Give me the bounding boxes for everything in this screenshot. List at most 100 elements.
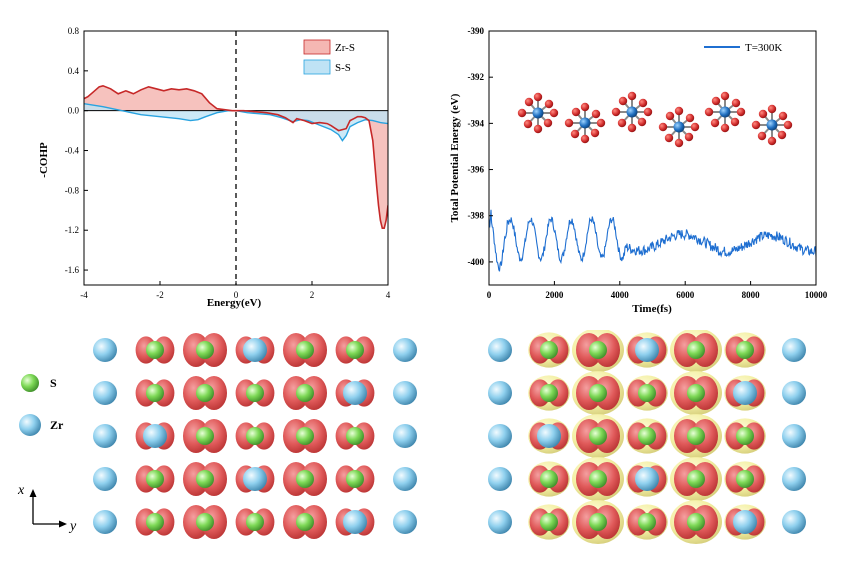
y-tick-label: -394 bbox=[468, 118, 485, 128]
zirconium-atom bbox=[488, 467, 512, 491]
sulfur-atom bbox=[296, 513, 314, 531]
sulfur-atom bbox=[687, 470, 705, 488]
zirconium-atom bbox=[488, 338, 512, 362]
zirconium-atom bbox=[782, 424, 806, 448]
x-axis-label: Time(fs) bbox=[632, 303, 672, 315]
sulfur-atom bbox=[296, 341, 314, 359]
sulfur-atom bbox=[146, 513, 164, 531]
x-tick-label: 4000 bbox=[611, 290, 630, 300]
axis-ticks: 0 2000 4000 6000 8000 10000 -390 -392 -394 -396 -3… bbox=[468, 26, 828, 300]
y-axis-label: Total Potential Energy (eV) bbox=[449, 93, 461, 222]
sulfur-atom-icon bbox=[21, 374, 39, 392]
sulfur-atom bbox=[589, 427, 607, 445]
molecule-unit bbox=[751, 104, 793, 146]
charge-density-panel-left bbox=[93, 333, 417, 539]
sulfur-atom bbox=[540, 470, 558, 488]
zirconium-atom bbox=[782, 381, 806, 405]
y-tick-label: -1.6 bbox=[65, 265, 80, 275]
x-arrow-icon bbox=[29, 489, 37, 497]
zirconium-atom bbox=[243, 467, 267, 491]
sulfur-atom bbox=[196, 341, 214, 359]
x-axis-label: Energy(eV) bbox=[207, 297, 262, 309]
molecule-chain-inset bbox=[517, 91, 793, 148]
axis-ticks: -4 -2 0 2 4 0.8 0.4 0.0 -0.4 -0.8 -1.2 -1.6 bbox=[65, 26, 391, 300]
zirconium-atom-icon bbox=[19, 414, 41, 436]
sulfur-atom bbox=[589, 513, 607, 531]
zirconium-atom bbox=[733, 381, 757, 405]
y-tick-label: -400 bbox=[468, 257, 485, 267]
sulfur-atom bbox=[346, 341, 364, 359]
y-tick-label: 0.8 bbox=[68, 26, 80, 36]
sulfur-atom bbox=[146, 384, 164, 402]
legend-swatch-zr-s bbox=[303, 39, 331, 55]
s-s-line bbox=[84, 103, 388, 142]
sulfur-atom bbox=[687, 513, 705, 531]
sulfur-atom bbox=[296, 427, 314, 445]
x-tick-label: 4 bbox=[386, 290, 391, 300]
zirconium-atom bbox=[537, 424, 561, 448]
sulfur-atom bbox=[246, 384, 264, 402]
zirconium-atom bbox=[393, 510, 417, 534]
y-axis-label: -COHP bbox=[38, 142, 50, 178]
y-tick-label: -392 bbox=[468, 72, 485, 82]
zirconium-atom bbox=[93, 467, 117, 491]
sulfur-atom bbox=[736, 427, 754, 445]
zirconium-atom bbox=[343, 381, 367, 405]
sulfur-atom bbox=[589, 384, 607, 402]
y-tick-label: 0.4 bbox=[68, 66, 80, 76]
x-tick-label: 0 bbox=[234, 290, 239, 300]
zirconium-atom bbox=[635, 338, 659, 362]
s-s-fill-area bbox=[84, 103, 388, 141]
zirconium-atom bbox=[93, 424, 117, 448]
y-tick-label: -390 bbox=[468, 26, 485, 36]
sulfur-label: S bbox=[50, 376, 57, 390]
sulfur-atom bbox=[296, 470, 314, 488]
sulfur-atom bbox=[589, 470, 607, 488]
sulfur-atom bbox=[196, 513, 214, 531]
zirconium-atom bbox=[782, 510, 806, 534]
zirconium-atom bbox=[143, 424, 167, 448]
energy-trace-line bbox=[489, 209, 816, 272]
zirconium-atom bbox=[93, 338, 117, 362]
y-tick-label: 0.0 bbox=[68, 106, 80, 116]
sulfur-atom bbox=[589, 341, 607, 359]
zirconium-atom bbox=[782, 467, 806, 491]
sulfur-atom bbox=[196, 470, 214, 488]
molecule-unit bbox=[517, 92, 559, 134]
charge-density-panel-right bbox=[488, 330, 806, 544]
molecule-unit bbox=[564, 102, 606, 144]
x-tick-label: -4 bbox=[80, 290, 88, 300]
molecule-unit bbox=[658, 106, 700, 148]
y-arrow-icon bbox=[59, 520, 67, 528]
legend-swatch-s-s bbox=[303, 59, 331, 75]
zirconium-atom bbox=[93, 510, 117, 534]
zirconium-label: Zr bbox=[50, 418, 64, 432]
zirconium-atom bbox=[488, 381, 512, 405]
energy-time-chart: 0 2000 4000 6000 8000 10000 -390 -392 -394 -396 -3… bbox=[449, 26, 828, 315]
sulfur-atom bbox=[296, 384, 314, 402]
x-tick-label: -2 bbox=[156, 290, 164, 300]
zirconium-atom bbox=[393, 424, 417, 448]
sulfur-atom bbox=[540, 384, 558, 402]
y-tick-label: -396 bbox=[468, 165, 485, 175]
y-tick-label: -0.4 bbox=[65, 146, 80, 156]
axis-indicator: x y bbox=[17, 483, 77, 534]
y-direction-label: y bbox=[68, 519, 77, 534]
molecule-unit bbox=[704, 91, 746, 133]
sulfur-atom bbox=[196, 384, 214, 402]
legend-label-t300k: T=300K bbox=[745, 42, 782, 54]
sulfur-atom bbox=[540, 513, 558, 531]
sulfur-atom bbox=[346, 470, 364, 488]
sulfur-atom bbox=[736, 341, 754, 359]
x-tick-label: 8000 bbox=[742, 290, 761, 300]
sulfur-atom bbox=[346, 427, 364, 445]
plot-frame bbox=[488, 30, 817, 286]
zirconium-atom bbox=[635, 467, 659, 491]
y-tick-label: -0.8 bbox=[65, 185, 80, 195]
zirconium-atom bbox=[488, 510, 512, 534]
legend-label-zr-s: Zr-S bbox=[335, 42, 355, 54]
sulfur-atom bbox=[638, 427, 656, 445]
sulfur-atom bbox=[638, 513, 656, 531]
zirconium-atom bbox=[733, 510, 757, 534]
